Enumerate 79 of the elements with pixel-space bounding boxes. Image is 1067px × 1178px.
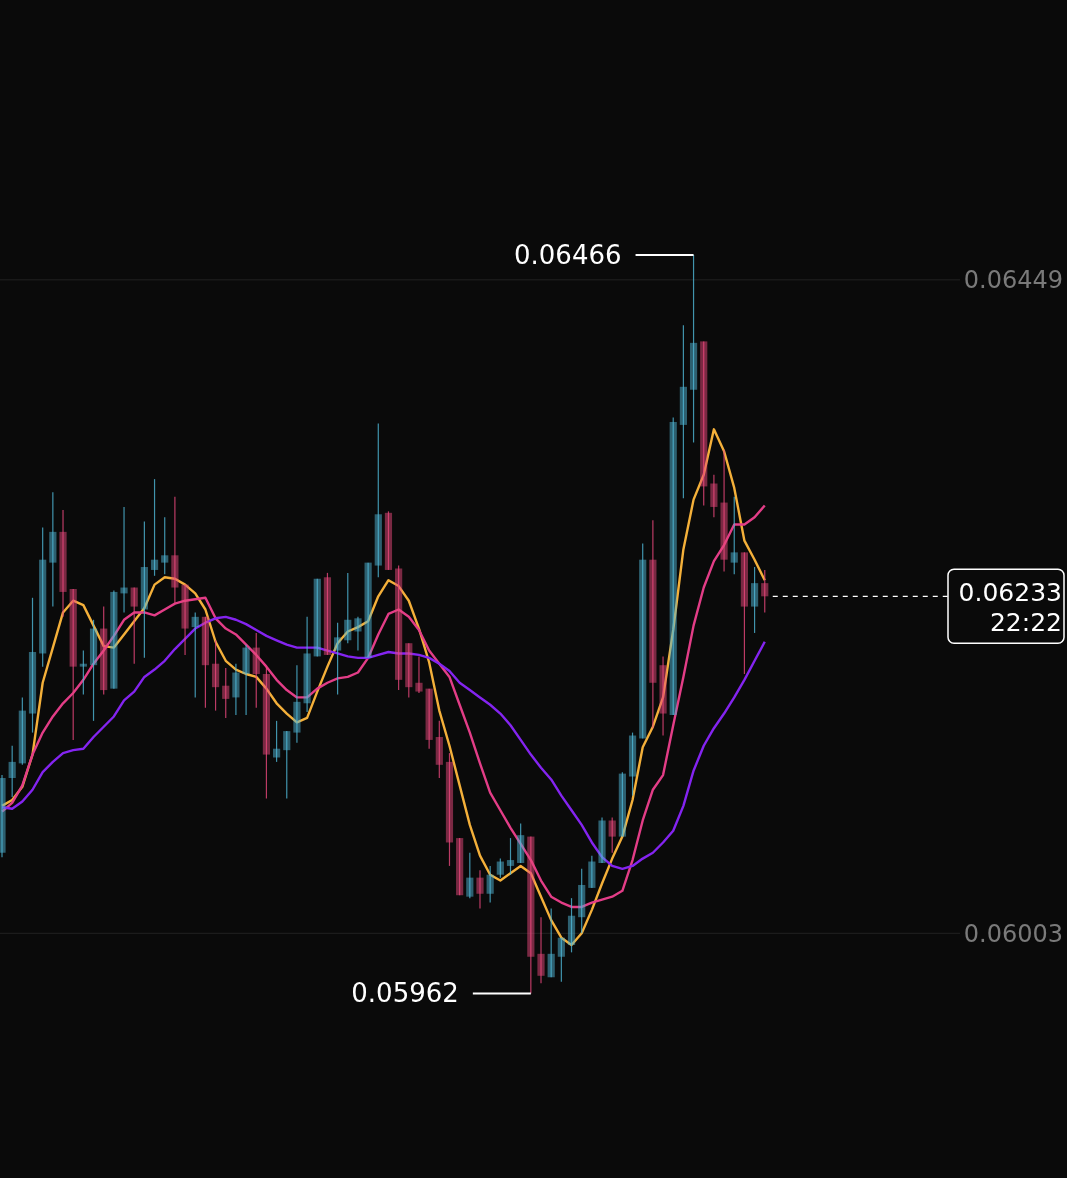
candlestick bbox=[8, 745, 16, 798]
candlestick bbox=[649, 519, 657, 729]
candlestick bbox=[476, 869, 484, 910]
candlestick bbox=[506, 837, 515, 876]
candlestick bbox=[425, 688, 433, 750]
candlestick bbox=[293, 664, 301, 744]
candlestick bbox=[49, 491, 57, 608]
candlestick bbox=[669, 416, 677, 716]
candlestick bbox=[547, 907, 555, 978]
candlestick bbox=[364, 562, 372, 659]
candlestick bbox=[18, 696, 26, 766]
y-tick-label: 0.06003 bbox=[963, 919, 1063, 948]
candlestick bbox=[161, 516, 169, 575]
candlestick bbox=[659, 655, 667, 737]
candlestick bbox=[486, 865, 494, 904]
text: 22:22 bbox=[989, 608, 1062, 638]
candlestick bbox=[639, 542, 647, 740]
candlestick bbox=[313, 578, 321, 657]
candlestick bbox=[466, 852, 474, 899]
candlestick bbox=[435, 720, 443, 779]
candlestick bbox=[395, 564, 403, 691]
candlestick bbox=[628, 731, 637, 797]
candlestick bbox=[689, 254, 698, 444]
annotation: 0.06466 bbox=[514, 240, 622, 271]
candlestick bbox=[456, 837, 464, 896]
candlestick bbox=[557, 937, 565, 983]
candlestick bbox=[191, 611, 199, 699]
line-series bbox=[0, 615, 766, 871]
candlestick bbox=[100, 605, 108, 696]
candlestick bbox=[222, 667, 230, 719]
candlestick bbox=[567, 897, 576, 953]
candlestick bbox=[262, 666, 271, 800]
candlestick bbox=[303, 616, 311, 713]
candlestick bbox=[761, 569, 769, 614]
candlestick bbox=[283, 730, 291, 800]
candlestick bbox=[750, 566, 759, 634]
candlestick bbox=[588, 855, 596, 889]
candlestick bbox=[679, 324, 687, 499]
candlestick bbox=[140, 521, 148, 659]
candlestick bbox=[89, 619, 98, 722]
candlestick bbox=[578, 868, 586, 934]
candlestick bbox=[537, 916, 545, 984]
candlestick bbox=[374, 422, 382, 578]
candlestick bbox=[496, 857, 504, 879]
candlestick bbox=[181, 584, 189, 656]
annotation: 0.05962 bbox=[351, 978, 459, 1009]
candlestick bbox=[232, 663, 240, 716]
candlestick bbox=[517, 822, 525, 864]
candlestick bbox=[334, 622, 342, 696]
candlestick bbox=[323, 572, 332, 656]
candlestick bbox=[730, 496, 738, 575]
candlestick bbox=[130, 586, 138, 665]
candlestick bbox=[120, 506, 128, 614]
candlestick bbox=[344, 572, 352, 644]
candlestick bbox=[201, 616, 209, 709]
candlestick bbox=[608, 816, 616, 854]
candlestick bbox=[700, 340, 708, 507]
ref-line-label: 0.06233 bbox=[958, 578, 1062, 608]
candlestick bbox=[79, 649, 87, 696]
candlestick bbox=[39, 526, 47, 668]
candlestick bbox=[740, 551, 749, 675]
y-tick-label: 0.06449 bbox=[963, 266, 1063, 295]
candlestick bbox=[110, 589, 118, 690]
candlestick bbox=[384, 510, 393, 571]
candlestick bbox=[150, 478, 159, 577]
candlestick bbox=[710, 474, 718, 518]
candlestick bbox=[252, 632, 260, 709]
candlestick bbox=[69, 588, 77, 741]
candlestick bbox=[415, 655, 423, 694]
candlestick bbox=[598, 816, 606, 864]
candlestick bbox=[405, 642, 413, 699]
candlestick bbox=[242, 644, 250, 716]
candlestick bbox=[445, 752, 454, 867]
candlestick bbox=[59, 509, 67, 618]
candlestick bbox=[211, 639, 220, 712]
candlestick bbox=[0, 774, 6, 858]
candlestick bbox=[28, 597, 37, 734]
candlestick bbox=[618, 771, 626, 838]
candlestick bbox=[354, 616, 362, 652]
